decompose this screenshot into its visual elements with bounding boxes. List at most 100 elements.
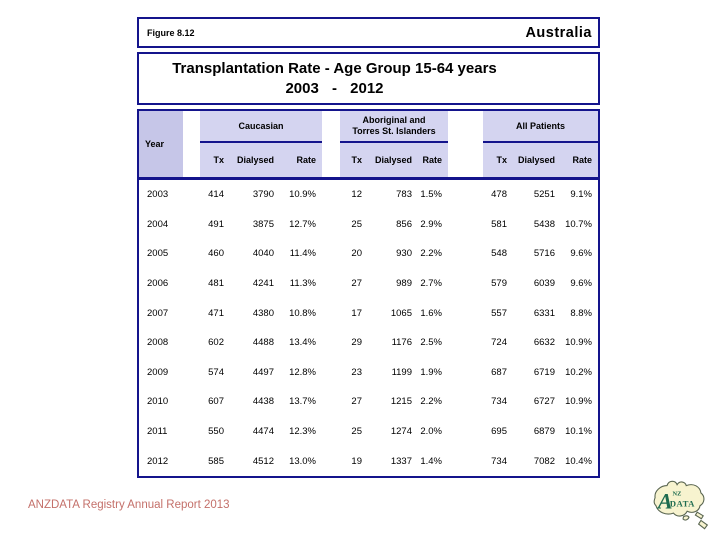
group-header-all-patients: All Patients Tx Dialysed Rate — [483, 111, 598, 177]
value-cell: 4241 — [252, 278, 274, 290]
table-row: 2010 607 4438 13.7% 27 1215 2.2% 734 6727 10.9% — [139, 387, 598, 417]
data-table: Year Caucasian Tx Dialysed Rate Aborigin… — [137, 109, 600, 478]
year-cell: 2012 — [147, 455, 169, 467]
value-cell: 10.1% — [565, 426, 592, 438]
year-cell: 2009 — [147, 366, 169, 378]
value-cell: 9.1% — [570, 189, 592, 201]
value-cell: 602 — [208, 337, 224, 349]
value-cell: 4438 — [252, 396, 274, 408]
header-divider-line — [139, 177, 598, 180]
table-row: 2006 481 4241 11.3% 27 989 2.7% 579 6039 9.6% — [139, 269, 598, 299]
report-footer: ANZDATA Registry Annual Report 2013 — [28, 499, 230, 511]
value-cell: 4512 — [252, 455, 274, 467]
value-cell: 13.0% — [289, 455, 316, 467]
value-cell: 6879 — [533, 426, 555, 438]
value-cell: 557 — [491, 307, 507, 319]
value-cell: 2.2% — [420, 248, 442, 260]
value-cell: 783 — [396, 189, 412, 201]
year-cell: 2008 — [147, 337, 169, 349]
value-cell: 20 — [351, 248, 362, 260]
value-cell: 25 — [351, 218, 362, 230]
value-cell: 734 — [491, 455, 507, 467]
value-cell: 6632 — [533, 337, 555, 349]
value-cell: 460 — [208, 248, 224, 260]
table-row: 2005 460 4040 11.4% 20 930 2.2% 548 5716 9.6% — [139, 239, 598, 269]
value-cell: 6039 — [533, 278, 555, 290]
year-column-header: Year — [139, 111, 183, 177]
value-cell: 1.5% — [420, 189, 442, 201]
year-cell: 2010 — [147, 396, 169, 408]
figure-number-label: Figure 8.12 — [147, 27, 195, 38]
value-cell: 550 — [208, 426, 224, 438]
country-label: Australia — [525, 24, 592, 41]
value-cell: 2.2% — [420, 396, 442, 408]
year-cell: 2005 — [147, 248, 169, 260]
sub-header-row: Tx Dialysed Rate — [340, 143, 448, 177]
title-box: Transplantation Rate - Age Group 15-64 y… — [137, 52, 600, 105]
nz-south-island — [697, 519, 709, 530]
value-cell: 10.9% — [565, 337, 592, 349]
tasmania-outline — [682, 515, 690, 521]
value-cell: 1.4% — [420, 455, 442, 467]
value-cell: 2.9% — [420, 218, 442, 230]
value-cell: 23 — [351, 366, 362, 378]
group-header-caucasian: Caucasian Tx Dialysed Rate — [200, 111, 322, 177]
australia-map-icon: A NZ DATA — [653, 480, 709, 530]
value-cell: 3790 — [252, 189, 274, 201]
value-cell: 9.6% — [570, 248, 592, 260]
value-cell: 4380 — [252, 307, 274, 319]
table-row: 2004 491 3875 12.7% 25 856 2.9% 581 5438 10.7% — [139, 210, 598, 240]
year-cell: 2011 — [147, 426, 168, 438]
value-cell: 1337 — [390, 455, 412, 467]
table-row: 2008 602 4488 13.4% 29 1176 2.5% 724 6632 10.9% — [139, 328, 598, 358]
value-cell: 579 — [491, 278, 507, 290]
value-cell: 5716 — [533, 248, 555, 260]
anzdata-logo: A NZ DATA — [645, 472, 711, 534]
table-header: Year Caucasian Tx Dialysed Rate Aborigin… — [139, 111, 598, 177]
value-cell: 574 — [208, 366, 224, 378]
table-row: 2003 414 3790 10.9% 12 783 1.5% 478 5251 9.1% — [139, 180, 598, 210]
value-cell: 687 — [491, 366, 507, 378]
value-cell: 10.9% — [289, 189, 316, 201]
value-cell: 12 — [351, 189, 362, 201]
table-body: 2003 414 3790 10.9% 12 783 1.5% 478 5251 9.1% 2004… — [139, 180, 598, 476]
group-underline — [200, 141, 322, 143]
value-cell: 19 — [351, 455, 362, 467]
value-cell: 6331 — [533, 307, 555, 319]
value-cell: 2.0% — [420, 426, 442, 438]
value-cell: 471 — [208, 307, 224, 319]
value-cell: 13.7% — [289, 396, 316, 408]
logo-letter-a: A — [656, 489, 673, 514]
value-cell: 6727 — [533, 396, 555, 408]
value-cell: 9.6% — [570, 278, 592, 290]
value-cell: 695 — [491, 426, 507, 438]
year-cell: 2007 — [147, 307, 169, 319]
value-cell: 8.8% — [570, 307, 592, 319]
year-cell: 2006 — [147, 278, 169, 290]
value-cell: 10.9% — [565, 396, 592, 408]
value-cell: 25 — [351, 426, 362, 438]
value-cell: 989 — [396, 278, 412, 290]
value-cell: 10.8% — [289, 307, 316, 319]
value-cell: 27 — [351, 278, 362, 290]
value-cell: 12.3% — [289, 426, 316, 438]
col-header-rate: Rate — [296, 155, 316, 165]
value-cell: 4488 — [252, 337, 274, 349]
value-cell: 11.4% — [289, 248, 316, 260]
group-underline — [483, 141, 598, 143]
value-cell: 4497 — [252, 366, 274, 378]
value-cell: 2.7% — [420, 278, 442, 290]
logo-letters-nz: NZ — [673, 491, 682, 498]
value-cell: 12.8% — [289, 366, 316, 378]
value-cell: 1176 — [391, 337, 412, 349]
value-cell: 1215 — [390, 396, 412, 408]
slide-title: Transplantation Rate - Age Group 15-64 y… — [172, 60, 497, 77]
sub-header-row: Tx Dialysed Rate — [200, 143, 322, 177]
value-cell: 11.3% — [289, 278, 316, 290]
table-row: 2009 574 4497 12.8% 23 1199 1.9% 687 6719 10.2% — [139, 358, 598, 388]
col-header-tx: Tx — [213, 155, 224, 165]
value-cell: 12.7% — [289, 218, 316, 230]
australia-outline — [653, 480, 705, 517]
col-header-tx: Tx — [351, 155, 362, 165]
col-header-rate: Rate — [572, 155, 592, 165]
